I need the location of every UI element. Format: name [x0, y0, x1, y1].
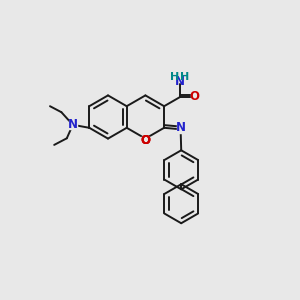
Text: O: O [140, 134, 150, 147]
Text: O: O [140, 134, 150, 147]
Text: O: O [140, 134, 150, 147]
Text: N: N [68, 118, 78, 131]
Bar [190, 92, 197, 101]
Text: N: N [176, 121, 186, 134]
Bar [177, 124, 184, 133]
Text: H: H [181, 72, 190, 82]
Text: O: O [140, 134, 150, 147]
Text: O: O [190, 89, 200, 103]
Bar [69, 120, 77, 129]
Bar [140, 136, 151, 144]
Text: N: N [175, 75, 185, 88]
Text: H: H [170, 72, 179, 82]
